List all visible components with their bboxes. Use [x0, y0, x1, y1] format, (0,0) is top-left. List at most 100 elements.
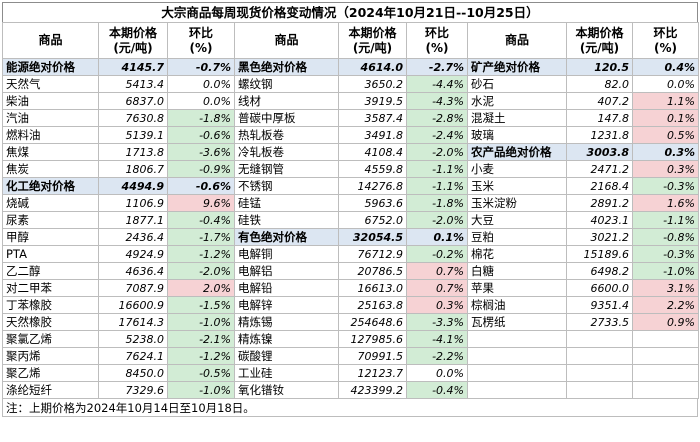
commodity-name	[467, 347, 567, 365]
price-cell: 32054.5	[338, 228, 407, 246]
category-name: 能源绝对价格	[2, 58, 99, 76]
commodity-name: 涤纶短纤	[2, 381, 99, 399]
change-cell: -4.1%	[406, 330, 468, 348]
change-cell: 0.5%	[632, 126, 699, 144]
change-cell: -0.3%	[632, 245, 699, 263]
price-cell: 76712.9	[338, 245, 407, 263]
price-cell: 7329.6	[98, 381, 168, 399]
commodity-name: 天然气	[2, 75, 99, 93]
table-row: 丁苯橡胶 16600.9 -1.5% 电解锌 25163.8 0.3% 棕榈油 9351.4 2…	[2, 296, 699, 314]
price-cell: 2471.2	[566, 160, 633, 178]
change-cell: -0.3%	[632, 177, 699, 195]
price-cell: 25163.8	[338, 296, 407, 314]
table-row: 天然橡胶 17614.3 -1.0% 精炼锡 254648.6 -3.3% 瓦楞纸 2733.…	[2, 313, 699, 331]
commodity-name: 燃料油	[2, 126, 99, 144]
price-cell: 2168.4	[566, 177, 633, 195]
change-cell: -0.6%	[167, 126, 235, 144]
table-row: 焦炭 1806.7 -0.9% 无缝钢管 4559.8 -1.1% 小麦 2471.2 0.3%	[2, 160, 699, 178]
change-cell: -1.8%	[167, 109, 235, 127]
change-cell: -0.9%	[167, 160, 235, 178]
price-cell: 2891.2	[566, 194, 633, 212]
change-cell: -2.4%	[406, 126, 468, 144]
column-header-change: 环比 (%)	[406, 22, 468, 59]
commodity-name: 砂石	[467, 75, 567, 93]
commodity-name: 电解铜	[234, 245, 339, 263]
change-cell	[632, 364, 699, 382]
price-cell: 2436.4	[98, 228, 168, 246]
price-cell: 3919.5	[338, 92, 407, 110]
category-name: 矿产绝对价格	[467, 58, 567, 76]
category-name: 有色绝对价格	[234, 228, 339, 246]
price-cell: 127985.6	[338, 330, 407, 348]
commodity-name: 豆粕	[467, 228, 567, 246]
change-cell: -0.4%	[167, 211, 235, 229]
table-row: 甲醇 2436.4 -1.7% 有色绝对价格 32054.5 0.1% 豆粕 3021.2 -0…	[2, 228, 699, 246]
change-cell: -1.7%	[167, 228, 235, 246]
commodity-name: 瓦楞纸	[467, 313, 567, 331]
commodity-name: 普碳中厚板	[234, 109, 339, 127]
change-cell: -2.2%	[406, 347, 468, 365]
price-cell: 4559.8	[338, 160, 407, 178]
commodity-name: 天然橡胶	[2, 313, 99, 331]
price-cell: 5963.6	[338, 194, 407, 212]
price-cell: 16600.9	[98, 296, 168, 314]
commodity-name: 线材	[234, 92, 339, 110]
change-cell: 0.0%	[167, 75, 235, 93]
commodity-name: 甲醇	[2, 228, 99, 246]
price-cell: 4108.4	[338, 143, 407, 161]
change-cell	[632, 330, 699, 348]
change-cell: -2.7%	[406, 58, 468, 76]
price-cell: 4494.9	[98, 177, 168, 195]
commodity-name: 玻璃	[467, 126, 567, 144]
table-row: 聚丙烯 7624.1 -1.2% 碳酸锂 70991.5 -2.2%	[2, 347, 699, 365]
commodity-name: 丁苯橡胶	[2, 296, 99, 314]
commodity-name: 焦炭	[2, 160, 99, 178]
change-cell: -1.0%	[632, 262, 699, 280]
price-cell	[566, 381, 633, 399]
commodity-name: 苹果	[467, 279, 567, 297]
commodity-name: 电解锌	[234, 296, 339, 314]
commodity-name: 热轧板卷	[234, 126, 339, 144]
change-cell: -4.3%	[406, 92, 468, 110]
change-cell: -0.5%	[167, 364, 235, 382]
commodity-name: 电解铅	[234, 279, 339, 297]
price-report: 大宗商品每周现货价格变动情况（2024年10月21日--10月25日） 商品 本期…	[2, 2, 699, 417]
column-header-price: 本期价格 (元/吨)	[338, 22, 407, 59]
commodity-name: 水泥	[467, 92, 567, 110]
commodity-name: 白糖	[467, 262, 567, 280]
commodity-name: 碳酸锂	[234, 347, 339, 365]
change-cell: -1.1%	[632, 211, 699, 229]
change-cell: -1.1%	[406, 160, 468, 178]
price-cell: 5238.0	[98, 330, 168, 348]
price-cell: 9351.4	[566, 296, 633, 314]
commodity-name: 聚丙烯	[2, 347, 99, 365]
change-cell: -2.8%	[406, 109, 468, 127]
change-cell: 0.3%	[632, 160, 699, 178]
change-cell	[632, 381, 699, 399]
commodity-name	[467, 364, 567, 382]
price-cell: 70991.5	[338, 347, 407, 365]
price-cell: 15189.6	[566, 245, 633, 263]
change-cell: -1.2%	[167, 245, 235, 263]
price-cell: 3021.2	[566, 228, 633, 246]
change-cell: -1.8%	[406, 194, 468, 212]
change-cell: -0.8%	[632, 228, 699, 246]
change-cell: 2.2%	[632, 296, 699, 314]
column-header-commodity: 商品	[2, 22, 99, 59]
table-row: 汽油 7630.8 -1.8% 普碳中厚板 3587.4 -2.8% 混凝土 147.8 0.1…	[2, 109, 699, 127]
commodity-name: 大豆	[467, 211, 567, 229]
report-title: 大宗商品每周现货价格变动情况（2024年10月21日--10月25日）	[2, 2, 698, 22]
change-cell: -0.6%	[167, 177, 235, 195]
price-cell: 2733.5	[566, 313, 633, 331]
price-cell: 4145.7	[98, 58, 168, 76]
commodity-name: 混凝土	[467, 109, 567, 127]
commodity-name: 汽油	[2, 109, 99, 127]
price-cell	[566, 364, 633, 382]
commodity-name: 聚氯乙烯	[2, 330, 99, 348]
price-cell: 1806.7	[98, 160, 168, 178]
change-cell: -1.0%	[167, 381, 235, 399]
change-cell: -0.2%	[406, 245, 468, 263]
price-cell: 7630.8	[98, 109, 168, 127]
commodity-name: 棉花	[467, 245, 567, 263]
price-cell: 1231.8	[566, 126, 633, 144]
